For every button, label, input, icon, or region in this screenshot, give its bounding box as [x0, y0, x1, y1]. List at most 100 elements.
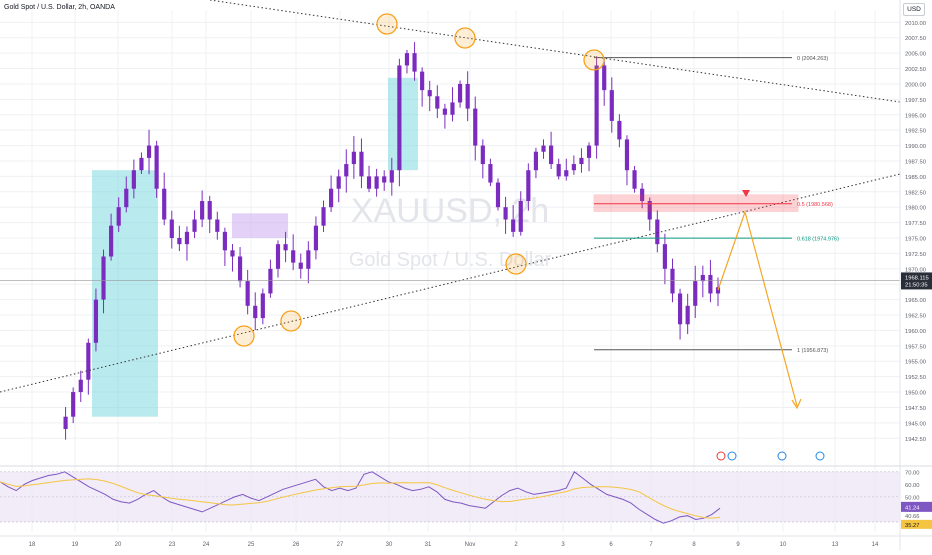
candle-body [329, 188, 334, 208]
candle-body [230, 250, 235, 257]
candle-body [313, 225, 319, 251]
rsi-third-label: 35.27 [905, 523, 920, 529]
time-tick-label: 24 [203, 542, 210, 548]
currency-selector[interactable]: USD [903, 3, 925, 16]
projection-arrowhead-icon [791, 398, 802, 410]
time-tick-label: 31 [425, 542, 432, 548]
time-tick-label: 25 [248, 542, 255, 548]
candle-body [253, 305, 258, 319]
candle-body [693, 281, 698, 306]
candle-body [245, 281, 250, 306]
down-arrow-icon [742, 190, 750, 197]
candle-body [579, 157, 584, 165]
candle-body [207, 201, 212, 220]
price-tick-label: 1965.00 [905, 298, 926, 304]
pivot-circle [583, 49, 605, 71]
time-tick-label: Nov [465, 542, 476, 548]
rsi-ma-value-label: 40.66 [905, 514, 920, 520]
event-flag-icon [815, 451, 825, 461]
time-tick-label: 18 [29, 542, 36, 548]
candle-body [177, 238, 182, 245]
price-tick-label: 1972.50 [905, 252, 926, 258]
price-tick-label: 1980.00 [905, 206, 926, 212]
candle-body [237, 256, 243, 282]
candle-body [146, 145, 152, 158]
candle-body [503, 207, 508, 220]
price-tick-label: 1962.50 [905, 314, 926, 320]
time-tick-label: 26 [293, 542, 300, 548]
rsi-value-badge [901, 501, 932, 512]
range-box [388, 77, 418, 171]
watermark-name: Gold Spot / U.S. Dollar [349, 249, 552, 271]
candle-body [412, 53, 417, 72]
candle-body [162, 188, 167, 220]
time-tick-label: 19 [72, 542, 79, 548]
time-tick-label: 23 [169, 542, 176, 548]
candle-body [404, 53, 410, 66]
time-tick-label: 30 [386, 542, 393, 548]
candle-body [465, 83, 470, 109]
candle-body [602, 65, 607, 91]
candle-body [594, 65, 599, 146]
candle-body [344, 164, 349, 177]
price-tick-label: 1957.50 [905, 344, 926, 350]
last-price-label: 1968.115 [905, 275, 929, 281]
candle-body [131, 170, 136, 189]
price-tick-label: 1995.00 [905, 113, 926, 119]
price-tick-label: 1952.50 [905, 375, 926, 381]
resistance-trendline [209, 0, 901, 103]
candle-body [526, 170, 531, 202]
pivot-circle [454, 27, 476, 49]
candle-body [215, 219, 220, 232]
time-tick-label: 8 [692, 542, 696, 548]
event-flag-icon [716, 451, 726, 461]
fib-level-label: 0.618 (1974.976) [797, 237, 839, 243]
rsi-ma-line [0, 478, 721, 519]
rsi-tick-label: 70.00 [905, 470, 920, 476]
candle-body [169, 219, 174, 238]
candle-body [63, 416, 68, 430]
price-tick-label: 2000.00 [905, 82, 926, 88]
candle-body [154, 145, 159, 189]
price-tick-label: 1947.50 [905, 406, 926, 412]
candle-body [78, 379, 83, 393]
pivot-circle [233, 325, 255, 347]
price-tick-label: 1985.00 [905, 175, 926, 181]
event-flag-icon [727, 451, 737, 461]
price-tick-label: 1975.00 [905, 237, 926, 243]
candle-body [397, 65, 402, 171]
candle-body [450, 102, 455, 115]
pivot-circle [505, 253, 527, 275]
price-tick-label: 1945.00 [905, 421, 926, 427]
time-tick-label: 7 [649, 542, 653, 548]
candle-body [541, 145, 546, 152]
candle-body [457, 83, 463, 103]
candle-body [586, 145, 592, 158]
candle-body [662, 244, 667, 269]
fib-level-label: 0 (2004.263) [797, 56, 828, 62]
projection-path [717, 209, 798, 407]
candle-body [632, 170, 637, 189]
candle-body [442, 108, 447, 115]
candle-body [200, 201, 205, 220]
candle-body [435, 96, 440, 109]
price-tick-label: 1982.50 [905, 190, 926, 196]
time-tick-label: 27 [337, 542, 344, 548]
candle-body [518, 201, 523, 232]
candle-body [655, 219, 660, 245]
candle-body [564, 170, 569, 177]
price-tick-label: 2010.00 [905, 21, 926, 27]
candle-body [473, 108, 478, 146]
supply-zone [593, 194, 799, 213]
candle-body [101, 256, 106, 300]
range-box [232, 213, 288, 238]
price-tick-label: 1992.50 [905, 129, 926, 135]
pivot-circle [376, 13, 398, 35]
price-tick-label: 2007.50 [905, 36, 926, 42]
candle-body [93, 299, 99, 343]
event-flag-icon [777, 451, 787, 461]
time-tick-label: 14 [872, 542, 879, 548]
candle-body [192, 219, 197, 232]
time-tick-label: 20 [115, 542, 122, 548]
